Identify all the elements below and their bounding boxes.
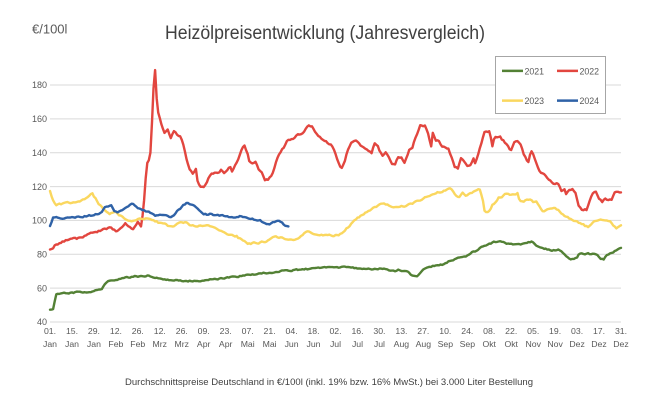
svg-text:29.: 29. (88, 326, 100, 336)
svg-text:16.: 16. (351, 326, 363, 336)
svg-text:Sep: Sep (438, 339, 454, 349)
svg-text:04.: 04. (286, 326, 298, 336)
svg-text:19.: 19. (549, 326, 561, 336)
svg-text:26.: 26. (176, 326, 188, 336)
svg-text:07.: 07. (242, 326, 254, 336)
svg-text:160: 160 (32, 114, 47, 124)
svg-text:40: 40 (37, 317, 47, 327)
svg-text:10.: 10. (439, 326, 451, 336)
svg-text:Okt: Okt (482, 339, 496, 349)
svg-text:Mai: Mai (263, 339, 277, 349)
svg-text:08.: 08. (483, 326, 495, 336)
svg-text:18.: 18. (307, 326, 319, 336)
svg-text:Durchschnittspreise Deutschlan: Durchschnittspreise Deutschland in €/100… (125, 377, 533, 387)
svg-text:Aug: Aug (416, 339, 432, 349)
svg-text:2021: 2021 (525, 66, 545, 76)
svg-text:15.: 15. (66, 326, 78, 336)
svg-text:09.: 09. (198, 326, 210, 336)
svg-text:Nov: Nov (525, 339, 541, 349)
svg-text:17.: 17. (593, 326, 605, 336)
svg-text:03.: 03. (571, 326, 583, 336)
svg-text:Jan: Jan (65, 339, 79, 349)
svg-text:Sep: Sep (460, 339, 476, 349)
svg-text:Jun: Jun (285, 339, 299, 349)
svg-text:Jul: Jul (330, 339, 341, 349)
svg-text:Nov: Nov (547, 339, 563, 349)
svg-text:30.: 30. (373, 326, 385, 336)
svg-text:Jul: Jul (374, 339, 385, 349)
svg-text:01.: 01. (44, 326, 56, 336)
svg-text:21.: 21. (264, 326, 276, 336)
svg-text:Okt: Okt (504, 339, 518, 349)
svg-text:12.: 12. (154, 326, 166, 336)
svg-text:100: 100 (32, 216, 47, 226)
svg-text:Feb: Feb (130, 339, 145, 349)
svg-text:26.: 26. (132, 326, 144, 336)
svg-text:22.: 22. (505, 326, 517, 336)
svg-text:120: 120 (32, 182, 47, 192)
svg-text:Jan: Jan (43, 339, 57, 349)
svg-text:05.: 05. (527, 326, 539, 336)
svg-text:Jul: Jul (352, 339, 363, 349)
svg-text:Dez: Dez (591, 339, 606, 349)
svg-text:Dez: Dez (569, 339, 584, 349)
svg-text:23.: 23. (220, 326, 232, 336)
svg-text:Heizölpreisentwicklung (Jahres: Heizölpreisentwicklung (Jahresvergleich) (165, 23, 485, 44)
svg-text:80: 80 (37, 250, 47, 260)
svg-text:Feb: Feb (108, 339, 123, 349)
svg-text:Apr: Apr (197, 339, 211, 349)
svg-text:Aug: Aug (394, 339, 410, 349)
svg-text:Jan: Jan (87, 339, 101, 349)
svg-text:02.: 02. (329, 326, 341, 336)
svg-text:€/100l: €/100l (32, 22, 68, 37)
svg-text:2023: 2023 (525, 96, 545, 106)
svg-text:Mai: Mai (241, 339, 255, 349)
svg-text:60: 60 (37, 283, 47, 293)
svg-text:13.: 13. (395, 326, 407, 336)
svg-text:180: 180 (32, 80, 47, 90)
svg-text:140: 140 (32, 148, 47, 158)
svg-text:27.: 27. (417, 326, 429, 336)
svg-text:Mrz: Mrz (175, 339, 189, 349)
svg-text:2024: 2024 (580, 96, 600, 106)
svg-text:Dez: Dez (613, 339, 628, 349)
svg-text:31.: 31. (615, 326, 627, 336)
svg-text:Mrz: Mrz (153, 339, 167, 349)
svg-text:24.: 24. (461, 326, 473, 336)
svg-text:2022: 2022 (580, 66, 600, 76)
svg-text:Jun: Jun (306, 339, 320, 349)
svg-text:Apr: Apr (219, 339, 233, 349)
svg-text:12.: 12. (110, 326, 122, 336)
